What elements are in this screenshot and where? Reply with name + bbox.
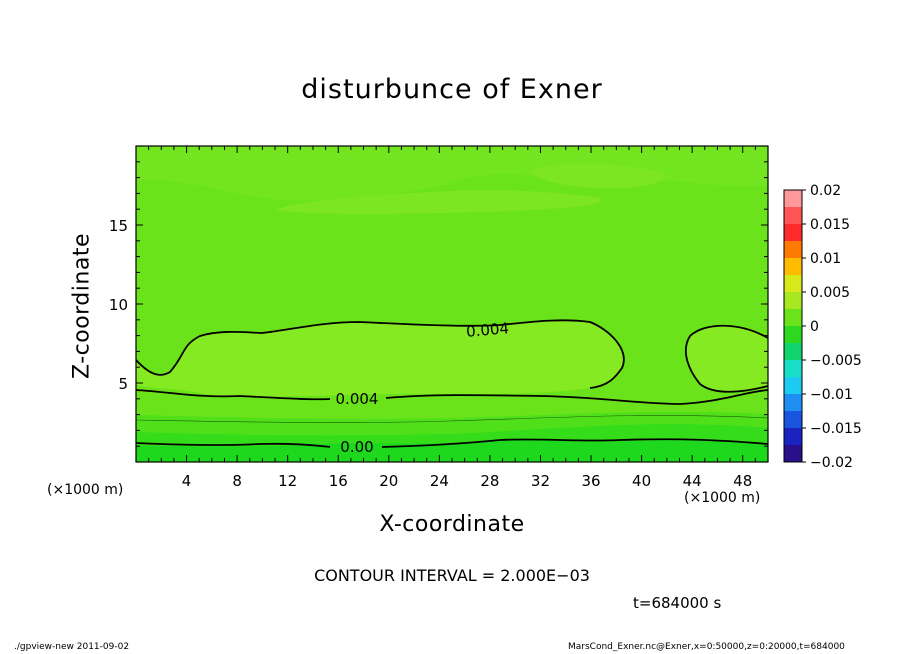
contour-interval-text: CONTOUR INTERVAL = 2.000E−03 [314,566,590,585]
x-axis-label: X-coordinate [0,512,904,537]
colorbar-segment [784,326,802,344]
contour-line-thin [136,415,768,423]
field-upper-band [136,146,768,201]
colorbar-tick-label: −0.01 [810,387,853,403]
x-tick-label: 32 [531,472,550,490]
field-upper-patch [530,163,666,189]
contour-label-2: 0.004 [336,390,379,408]
colorbar-tick-label: −0.005 [810,353,862,369]
field-mid-patch [275,190,602,214]
field-bubble-right [685,325,768,392]
y-axis: 5 10 15 [109,161,768,447]
x-tick-label: 40 [632,472,651,490]
colorbar-segment [784,224,802,242]
colorbar: 0.02 0.015 0.01 0.005 0 −0.005 −0.01 −0.015 −0.0… [783,183,862,471]
x-tick-label: 8 [232,472,242,490]
field-bubble-left [136,320,624,398]
colorbar-segment [784,207,802,225]
colorbar-segment [784,292,802,310]
colorbar-segment [784,394,802,412]
x-tick-label: 36 [581,472,600,490]
field-lower-band-3 [136,439,768,462]
x-axis-label-text: X-coordinate [379,512,525,537]
x-tick-label: 28 [480,472,499,490]
contour-line-mid [136,389,768,405]
x-tick-label: 44 [683,472,702,490]
colorbar-segment [784,445,802,463]
colorbar-segment [784,428,802,446]
contour-line-lower [136,438,768,448]
chart-title: disturbunce of Exner [301,74,603,105]
colorbar-tick-label: 0 [810,319,819,335]
footer-program: ./gpview-new 2011-09-02 [14,642,130,652]
colorbar-segment [784,258,802,276]
contour-fill [136,146,768,462]
colorbar-segment [784,360,802,378]
colorbar-segment [784,309,802,327]
x-tick-label: 20 [379,472,398,490]
y-tick-label: 10 [109,296,128,314]
colorbar-segment [784,411,802,429]
y-axis-unit: (×1000 m) [47,482,124,498]
time-stamp: t=684000 s [633,594,722,612]
x-tick-label: 24 [430,472,449,490]
x-tick-label: 16 [329,472,348,490]
colorbar-segment [784,275,802,293]
colorbar-segment [784,343,802,361]
y-tick-label: 5 [118,375,128,393]
y-tick-label: 15 [109,217,128,235]
x-axis: 4 8 12 16 20 24 28 32 36 40 44 48 [148,146,756,490]
colorbar-segment [784,377,802,395]
colorbar-tick-label: 0.015 [810,217,850,233]
colorbar-tick-label: −0.02 [810,455,853,471]
x-tick-label: 4 [182,472,192,490]
colorbar-tick-label: 0.005 [810,285,850,301]
colorbar-tick-label: 0.01 [810,251,841,267]
contour-label-3: 0.00 [340,438,373,456]
colorbar-tick-label: −0.015 [810,421,862,437]
colorbar-segment [784,190,802,208]
contour-label-1: 0.004 [465,319,509,341]
x-axis-unit: (×1000 m) [684,490,761,506]
x-tick-label: 48 [733,472,752,490]
colorbar-tick-label: 0.02 [810,183,841,199]
x-tick-label: 12 [278,472,297,490]
contour-line-upper-right [685,324,768,393]
contour-line-upper-left [136,319,625,389]
colorbar-segment [784,241,802,259]
footer-source: MarsCond_Exner.nc@Exner,x=0:50000,z=0:20… [568,642,845,652]
contour-interval: CONTOUR INTERVAL = 2.000E−03 [0,566,904,585]
